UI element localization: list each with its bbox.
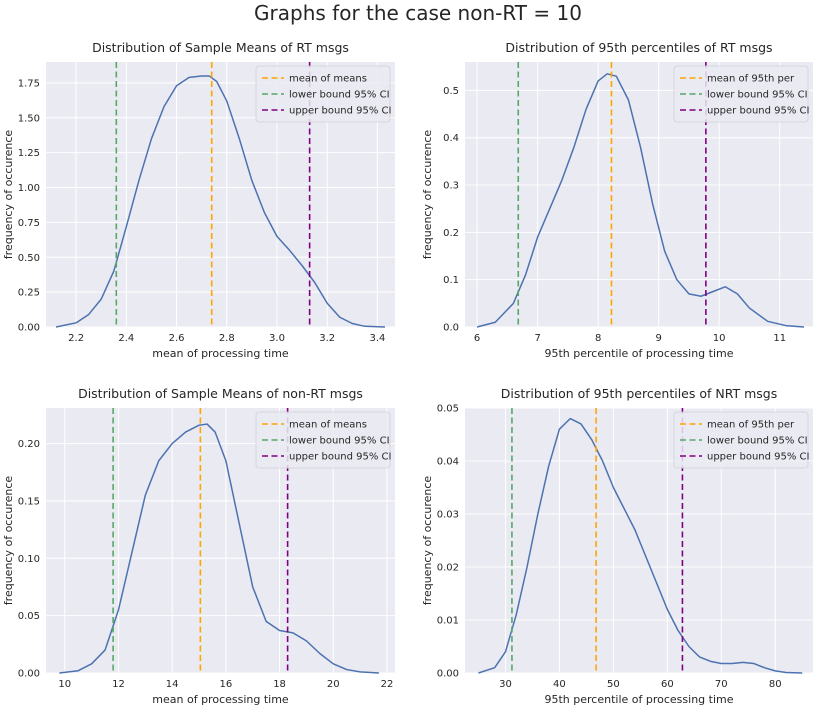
chart-panel-3: 10 12 14 16 18 20 22 0.00 0.05 0.10 0.15 0.20 Distri…: [2, 386, 395, 706]
x-tick-label: 11: [773, 333, 786, 344]
y-tick-label: 0.05: [18, 611, 40, 622]
x-tick-label: 9: [655, 333, 661, 344]
legend-box: [673, 65, 809, 123]
y-axis-label: frequency of occurence: [2, 476, 15, 606]
x-axis-label: 95th percentile of processing time: [544, 347, 733, 360]
legend-label: lower bound 95% CI: [289, 90, 390, 101]
y-tick-label: 0.00: [18, 323, 40, 334]
y-tick-label: 1.75: [18, 78, 40, 89]
y-tick-label: 0.50: [18, 253, 40, 264]
legend-label: mean of means: [289, 74, 367, 85]
y-tick-label: 0.25: [18, 288, 40, 299]
legend: mean of 95th per lower bound 95% CI upper …: [673, 65, 809, 123]
x-axis-label: 95th percentile of processing time: [544, 693, 733, 706]
y-axis-label: frequency of occurence: [421, 476, 434, 606]
y-tick-label: 1.25: [18, 148, 40, 159]
density-curve: [476, 73, 804, 328]
y-tick-label: 0.20: [18, 439, 40, 450]
x-tick-label: 12: [112, 679, 125, 690]
y-tick-label: 0.5: [443, 86, 459, 97]
y-tick-label: 1.50: [18, 113, 40, 124]
y-tick-label: 0.01: [437, 616, 459, 627]
x-tick-label: 2.8: [219, 333, 235, 344]
x-tick-label: 22: [381, 679, 394, 690]
legend-label: mean of means: [289, 420, 367, 431]
legend: mean of 95th per lower bound 95% CI upper …: [673, 411, 809, 469]
chart-title: Distribution of 95th percentiles of RT m…: [505, 40, 772, 55]
legend-label: upper bound 95% CI: [289, 106, 391, 117]
legend-box: [255, 411, 391, 469]
legend-box: [673, 411, 809, 469]
legend-box: [255, 65, 391, 123]
x-tick-label: 60: [661, 679, 674, 690]
legend-label: mean of 95th per: [707, 74, 795, 85]
x-tick-label: 8: [595, 333, 601, 344]
legend-label: lower bound 95% CI: [707, 90, 808, 101]
x-tick-label: 70: [715, 679, 728, 690]
x-tick-label: 3.4: [369, 333, 385, 344]
y-tick-label: 0.1: [443, 275, 459, 286]
y-tick-label: 0.03: [437, 510, 459, 521]
legend-label: upper bound 95% CI: [289, 452, 391, 463]
density-curve: [478, 417, 803, 674]
y-tick-label: 0.05: [437, 404, 459, 415]
chart-title: Distribution of Sample Means of non-RT m…: [78, 386, 363, 401]
figure-suptitle: Graphs for the case non-RT = 10: [254, 1, 582, 25]
x-tick-label: 16: [220, 679, 233, 690]
y-tick-label: 0.02: [437, 563, 459, 574]
legend-label: upper bound 95% CI: [707, 452, 809, 463]
x-tick-label: 40: [553, 679, 566, 690]
y-tick-label: 0.3: [443, 181, 459, 192]
x-axis-label: mean of processing time: [152, 693, 289, 706]
legend-label: mean of 95th per: [707, 420, 795, 431]
density-curve: [59, 423, 379, 674]
x-tick-label: 2.6: [169, 333, 185, 344]
chart-panels: 2.2 2.4 2.6 2.8 3.0 3.2 3.4 0.00 0.25 0.50 0.75 1.0…: [2, 40, 813, 706]
chart-panel-2: 6 7 8 9 10 11 0.0 0.1 0.2 0.3 0.4 0.5 Distribution o…: [421, 40, 813, 360]
x-tick-label: 14: [166, 679, 179, 690]
legend: mean of means lower bound 95% CI upper bou…: [255, 65, 391, 123]
x-tick-label: 10: [713, 333, 726, 344]
legend-label: lower bound 95% CI: [707, 436, 808, 447]
x-tick-label: 10: [58, 679, 71, 690]
y-tick-label: 0.00: [437, 669, 459, 680]
y-tick-label: 0.00: [18, 669, 40, 680]
legend-label: lower bound 95% CI: [289, 436, 390, 447]
y-tick-label: 1.00: [18, 183, 40, 194]
y-tick-label: 0.04: [437, 457, 459, 468]
y-tick-label: 0.10: [18, 554, 40, 565]
chart-panel-1: 2.2 2.4 2.6 2.8 3.0 3.2 3.4 0.00 0.25 0.50 0.75 1.0…: [2, 40, 395, 360]
y-tick-label: 0.75: [18, 218, 40, 229]
y-axis-label: frequency of occurence: [2, 130, 15, 260]
x-tick-label: 18: [273, 679, 286, 690]
x-axis-label: mean of processing time: [152, 347, 289, 360]
y-tick-label: 0.15: [18, 496, 40, 507]
x-tick-label: 2.2: [68, 333, 84, 344]
chart-title: Distribution of Sample Means of RT msgs: [92, 40, 349, 55]
x-tick-label: 20: [327, 679, 340, 690]
x-tick-label: 50: [607, 679, 620, 690]
chart-title: Distribution of 95th percentiles of NRT …: [501, 386, 778, 401]
x-tick-label: 3.2: [319, 333, 335, 344]
x-tick-label: 3.0: [269, 333, 285, 344]
x-tick-label: 30: [499, 679, 512, 690]
legend: mean of means lower bound 95% CI upper bou…: [255, 411, 391, 469]
legend-label: upper bound 95% CI: [707, 106, 809, 117]
x-tick-label: 2.4: [118, 333, 134, 344]
x-tick-label: 6: [474, 333, 480, 344]
density-curve: [55, 75, 385, 328]
x-tick-label: 80: [769, 679, 782, 690]
y-tick-label: 0.4: [443, 133, 459, 144]
y-tick-label: 0.2: [443, 228, 459, 239]
y-axis-label: frequency of occurence: [421, 130, 434, 260]
chart-panel-4: 30 40 50 60 70 80 0.00 0.01 0.02 0.03 0.04 0.05 Dist…: [421, 386, 813, 706]
y-tick-label: 0.0: [443, 323, 459, 334]
x-tick-label: 7: [534, 333, 540, 344]
